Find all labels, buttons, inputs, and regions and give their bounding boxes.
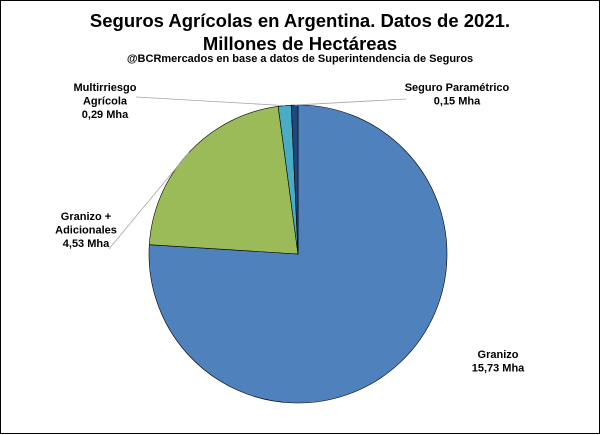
- chart-subtitle: @BCRmercados en base a datos de Superint…: [126, 53, 474, 65]
- leader-line: [135, 96, 285, 106]
- label-granizo: Granizo 15,73 Mha: [472, 349, 525, 375]
- label-multirriesgo: Multirriesgo Agrícola 0,29 Mha: [74, 82, 137, 121]
- chart-title-line-1: Seguros Agrícolas en Argentina. Datos de…: [89, 10, 511, 31]
- leader-line: [294, 98, 407, 106]
- leader-line: [108, 152, 190, 250]
- label-parametrico: Seguro Paramétrico 0,15 Mha: [405, 82, 510, 108]
- chart-title-line-2: Millones de Hectáreas: [202, 33, 398, 54]
- chart-title: Seguros Agrícolas en Argentina. Datos de…: [1, 9, 599, 55]
- label-granizo-adicionales: Granizo + Adicionales 4,53 Mha: [55, 211, 117, 250]
- slice-granizo-adicionales: [148, 105, 299, 255]
